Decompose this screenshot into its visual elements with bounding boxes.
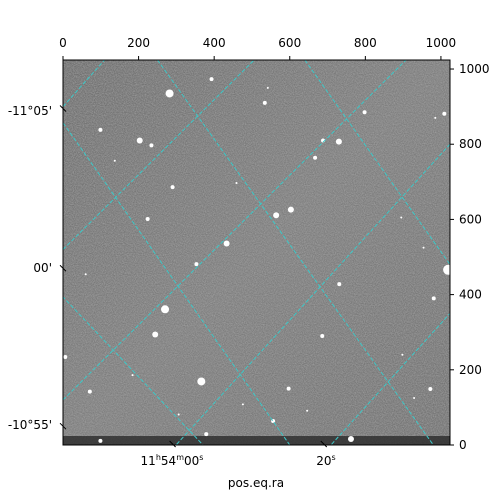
star-32: [266, 86, 269, 89]
star-14: [194, 262, 199, 267]
star-41: [241, 403, 244, 406]
star-36: [422, 246, 425, 249]
grid-line-7: [175, 143, 450, 445]
star-33: [113, 159, 116, 162]
star-29: [442, 111, 447, 116]
grid-line-8: [330, 313, 450, 445]
star-17: [152, 331, 159, 338]
star-4: [149, 143, 154, 148]
star-3: [136, 137, 143, 144]
plot-frame: [62, 59, 451, 446]
star-12: [145, 217, 150, 222]
star-8: [313, 155, 318, 160]
star-field: [63, 77, 450, 443]
ra-tick-mark-1: [320, 440, 328, 448]
star-38: [131, 374, 134, 377]
star-6: [335, 138, 342, 145]
star-10: [273, 212, 280, 219]
grid-line-6: [63, 60, 407, 401]
star-11: [287, 206, 294, 213]
top-tick-label-3: 600: [278, 36, 301, 50]
star-15: [443, 264, 450, 275]
right-tick-label-2: 400: [459, 288, 482, 302]
star-42: [177, 413, 180, 416]
star-13: [223, 240, 230, 247]
star-24: [347, 435, 354, 442]
dec-tick-mark-0: [59, 105, 67, 112]
dec-tick-label-1: -11°05': [8, 104, 52, 118]
top-tick-label-4: 800: [354, 36, 377, 50]
star-2: [262, 100, 267, 105]
star-43: [306, 409, 309, 412]
axis-ticks: 0 200 400 600 800 1000 0 200 400 600 800 1000: [59, 36, 489, 452]
top-tick-label-1: 200: [127, 36, 150, 50]
star-18: [337, 282, 342, 287]
right-tick-label-3: 600: [459, 212, 482, 226]
star-21: [87, 389, 92, 394]
grid-line-3: [63, 296, 204, 445]
grid-line-1: [157, 60, 434, 445]
star-44: [63, 355, 68, 360]
star-26: [98, 438, 103, 443]
coordinate-grid: [63, 60, 450, 445]
star-20: [197, 377, 206, 386]
right-tick-label-5: 1000: [459, 62, 490, 76]
star-1: [209, 77, 214, 82]
top-tick-label-0: 0: [59, 36, 67, 50]
dec-tick-label-2: 00': [33, 261, 52, 275]
star-16: [161, 305, 170, 314]
star-40: [413, 397, 416, 400]
star-34: [235, 181, 238, 184]
grid-line-0: [63, 121, 291, 445]
right-tick-label-1: 200: [459, 363, 482, 377]
star-0: [165, 89, 174, 98]
dec-tick-mark-2: [59, 422, 67, 430]
star-31: [362, 110, 367, 115]
star-39: [401, 353, 404, 356]
star-37: [84, 273, 87, 276]
star-25: [204, 432, 209, 437]
right-tick-label-4: 800: [459, 137, 482, 151]
dec-tick-mark-1: [59, 264, 67, 272]
top-tick-label-5: 1000: [426, 36, 457, 50]
star-9: [170, 185, 175, 190]
ra-tick-label-2: 20s: [316, 453, 335, 468]
dec-tick-label-3: -10°55': [8, 418, 52, 432]
star-35: [400, 216, 403, 219]
star-22: [286, 386, 291, 391]
ra-tick-label-1: 11h54m00s: [141, 453, 204, 468]
top-tick-label-2: 400: [203, 36, 226, 50]
ra-tick-mark-0: [169, 440, 176, 448]
star-27: [428, 386, 433, 391]
grid-line-5: [63, 60, 255, 250]
star-28: [431, 296, 436, 301]
image-bottom-edge: [63, 436, 450, 445]
star-5: [98, 127, 103, 132]
star-30: [434, 116, 437, 119]
image-noise: [63, 60, 450, 445]
x-axis-label: pos.eq.ra: [228, 476, 284, 490]
grid-line-4: [63, 60, 105, 107]
right-tick-label-0: 0: [459, 438, 467, 452]
star-19: [320, 333, 325, 338]
